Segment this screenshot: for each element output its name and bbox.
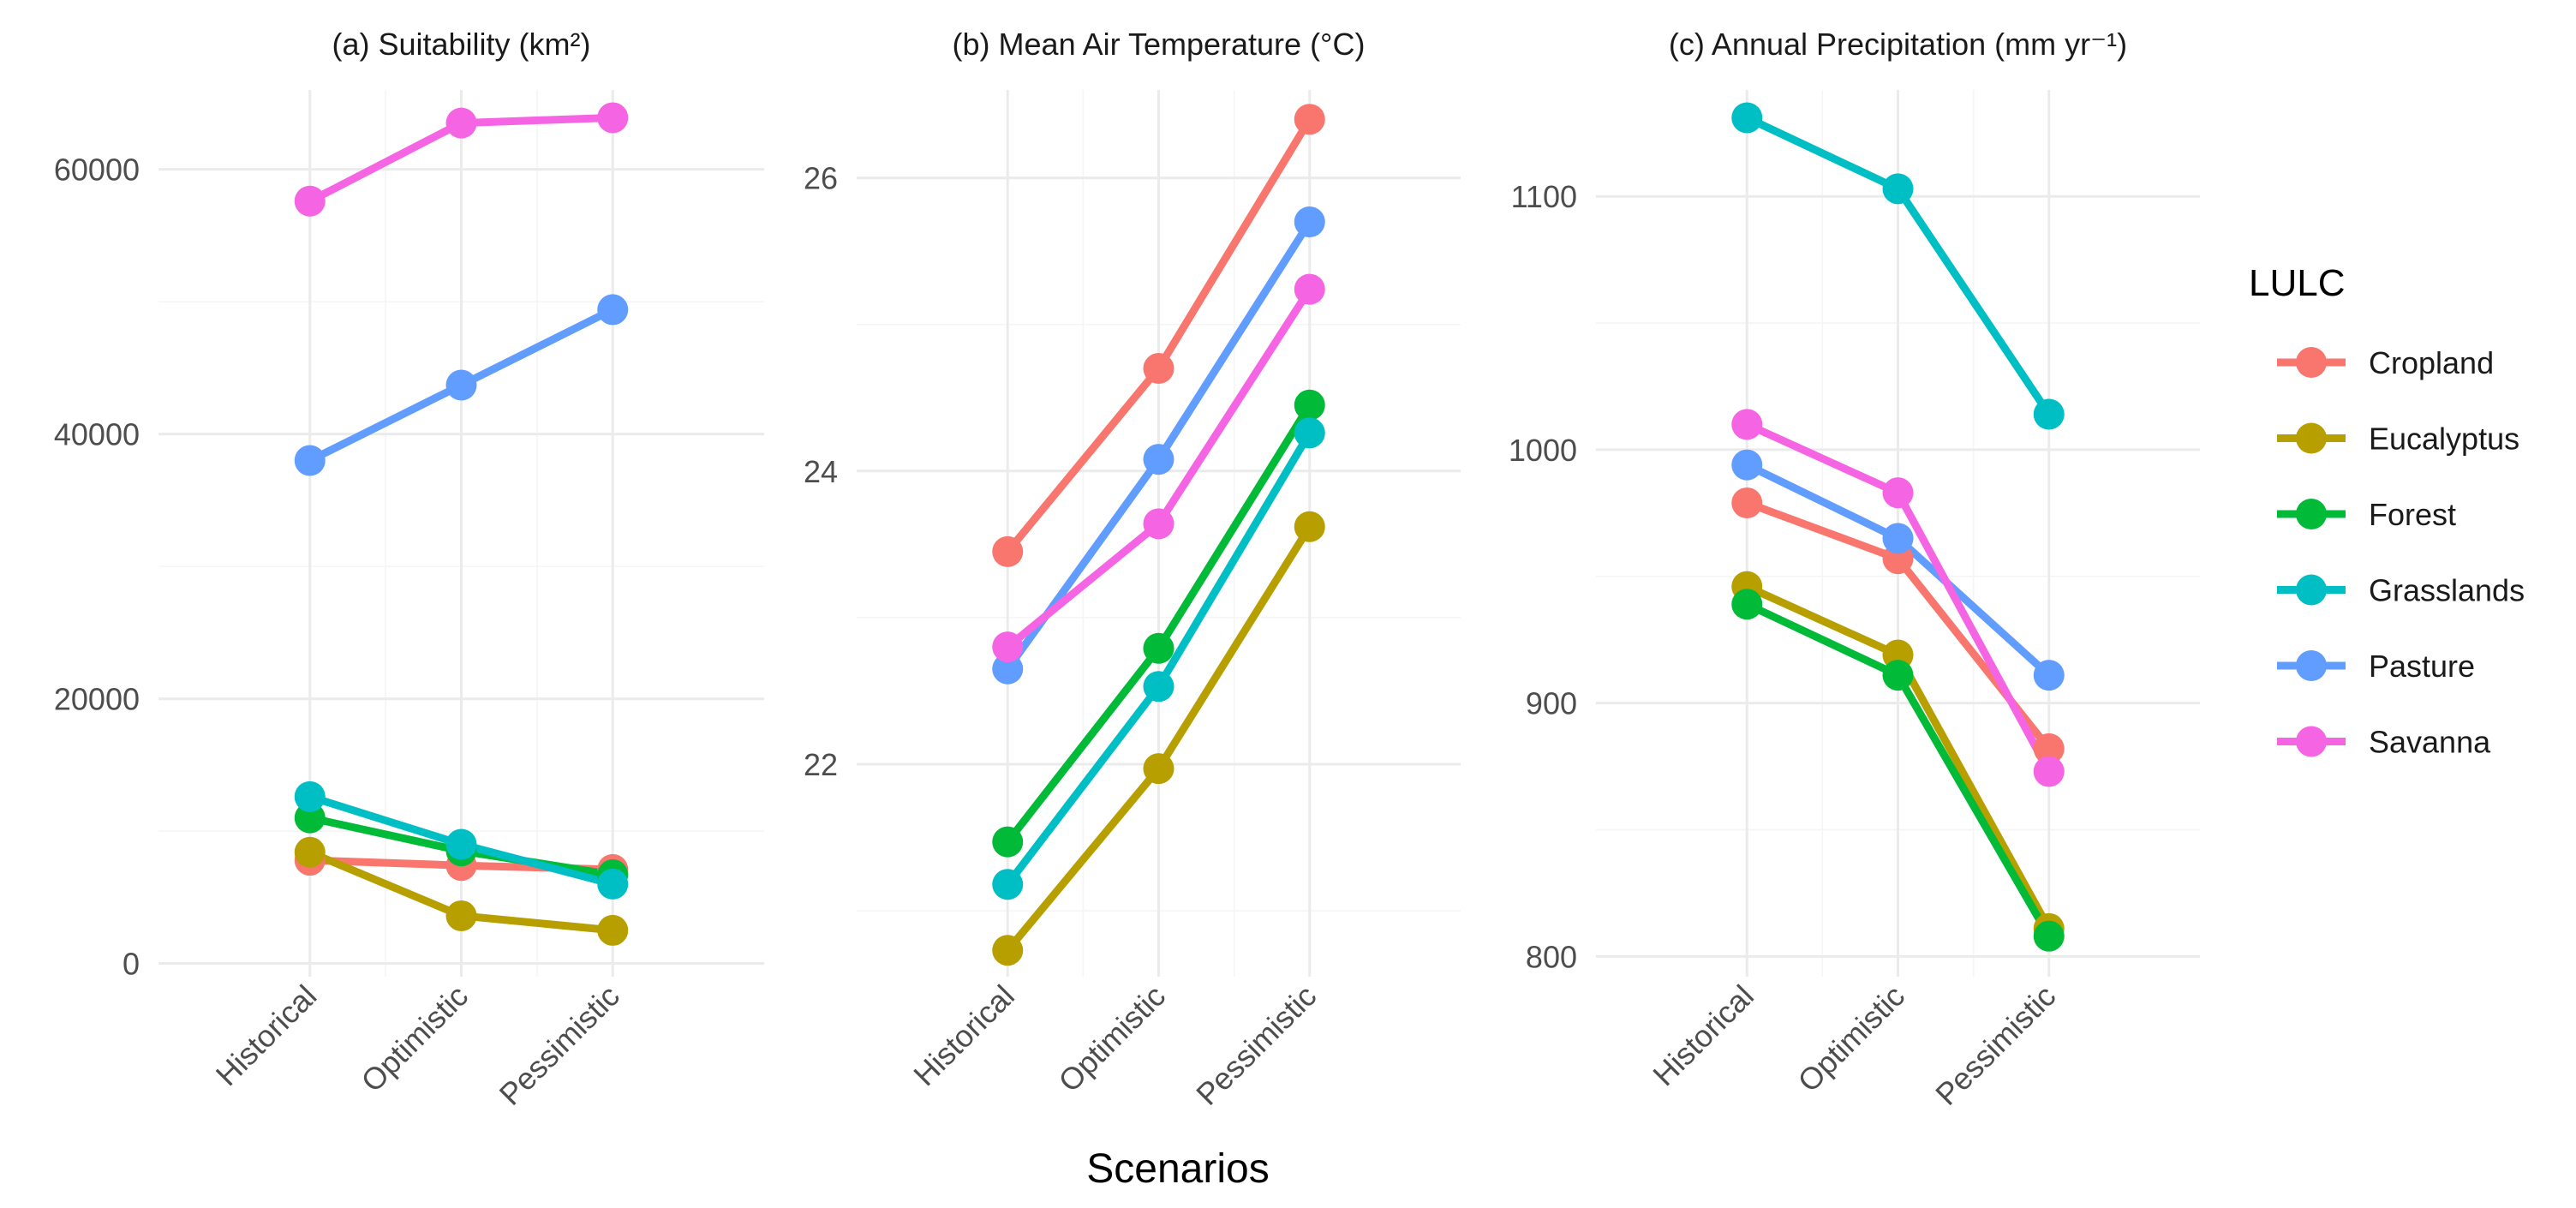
data-point-savanna [1294,273,1325,305]
y-tick-label: 0 [123,947,140,982]
data-point-cropland [1731,487,1763,519]
data-point-pasture [1882,523,1914,554]
y-tick-label: 800 [1526,939,1577,974]
data-point-forest [294,802,326,834]
data-point-grasslands [992,869,1024,900]
x-tick-label: Optimistic [1051,978,1172,1099]
x-tick-label: Pessimistic [1189,978,1323,1112]
panel-3: 800 900 1000 1100 Historical Optimistic Pessim… [1509,27,2200,1112]
data-point-cropland [1294,104,1325,135]
data-point-grasslands [1294,417,1325,449]
x-tick-label: Optimistic [354,978,475,1099]
data-point-savanna [1143,508,1174,540]
y-tick-label: 40000 [54,417,140,452]
legend-item-grasslands: Grasslands [2277,573,2525,608]
y-tick-label: 900 [1526,686,1577,721]
data-point-eucalyptus [992,935,1024,966]
data-point-eucalyptus [597,914,629,946]
legend-item-cropland: Cropland [2277,345,2494,380]
series-points [992,104,1325,966]
legend-item-eucalyptus: Eucalyptus [2277,422,2519,457]
panel-2: 22 24 26 Historical Optimistic Pessimistic (b)… [804,27,1461,1112]
data-point-forest [992,826,1024,858]
legend-label: Cropland [2369,345,2494,380]
data-point-grasslands [597,868,629,900]
data-point-grasslands [445,828,477,860]
data-point-grasslands [1731,102,1763,134]
x-tick-label: Historical [209,978,324,1093]
legend-label: Grasslands [2369,573,2525,608]
data-point-savanna [992,631,1024,663]
data-point-cropland [992,535,1024,567]
legend: LULC Cropland Eucalyptus Forest Grasslands P… [2249,262,2525,760]
series-points [294,102,629,946]
data-point-grasslands [294,780,326,812]
data-point-pasture [1731,449,1763,481]
x-tick-label: Pessimistic [493,978,626,1112]
data-point-forest [1294,389,1325,421]
legend-item-pasture: Pasture [2277,649,2475,684]
panel-1: 0 20000 40000 60000 Historical Optimistic Pess… [54,27,764,1112]
x-tick-label: Historical [906,978,1021,1093]
legend-title: LULC [2249,262,2346,304]
legend-label: Pasture [2369,649,2475,684]
legend-item-forest: Forest [2277,497,2456,532]
data-point-savanna [597,102,629,134]
data-point-eucalyptus [1294,511,1325,542]
y-tick-label: 20000 [54,682,140,717]
x-tick-label: Optimistic [1790,978,1911,1099]
data-point-savanna [1731,409,1763,440]
data-point-eucalyptus [1143,753,1174,785]
y-tick-label: 1000 [1509,433,1577,468]
legend-label: Forest [2369,497,2456,532]
data-point-forest [1731,589,1763,620]
data-point-pasture [2033,660,2065,691]
legend-key-point [2296,499,2327,529]
data-point-pasture [992,653,1024,685]
data-point-forest [2033,920,2065,952]
data-point-savanna [2033,756,2065,787]
data-point-pasture [597,294,629,326]
legend-label: Savanna [2369,725,2491,760]
x-tick-label: Historical [1646,978,1760,1093]
y-tick-label: 22 [804,747,838,782]
legend-key-point [2296,574,2327,606]
legend-label: Eucalyptus [2369,422,2519,457]
x-tick-label: Pessimistic [1928,978,2062,1112]
data-point-pasture [294,445,326,476]
legend-key-point [2296,650,2327,681]
data-point-eucalyptus [445,900,477,931]
data-point-grasslands [2033,398,2065,430]
data-point-pasture [445,369,477,401]
legend-item-savanna: Savanna [2277,725,2491,760]
y-tick-label: 1100 [1511,179,1577,214]
legend-key-point [2296,726,2327,757]
legend-key-point [2296,422,2327,454]
x-axis-label: Scenarios [1086,1146,1269,1192]
data-point-cropland [2033,733,2065,764]
data-point-grasslands [1882,173,1914,205]
panel-title: (b) Mean Air Temperature (°C) [953,27,1366,62]
data-point-forest [1143,632,1174,664]
data-point-cropland [1143,353,1174,385]
series-points [1731,102,2065,952]
data-point-savanna [1882,477,1914,509]
data-point-pasture [1143,444,1174,475]
y-tick-label: 60000 [54,152,140,188]
data-point-savanna [445,107,477,139]
data-point-eucalyptus [294,836,326,868]
legend-key-point [2296,347,2327,378]
data-point-pasture [1294,206,1325,237]
data-point-grasslands [1143,671,1174,703]
panel-title: (c) Annual Precipitation (mm yr⁻¹) [1669,27,2127,62]
data-point-savanna [294,185,326,217]
legend-entries: Cropland Eucalyptus Forest Grasslands Pastur… [2277,345,2525,760]
y-tick-label: 26 [804,161,838,196]
data-point-forest [1882,660,1914,691]
panel-title: (a) Suitability (km²) [332,27,590,62]
y-tick-label: 24 [804,454,838,489]
